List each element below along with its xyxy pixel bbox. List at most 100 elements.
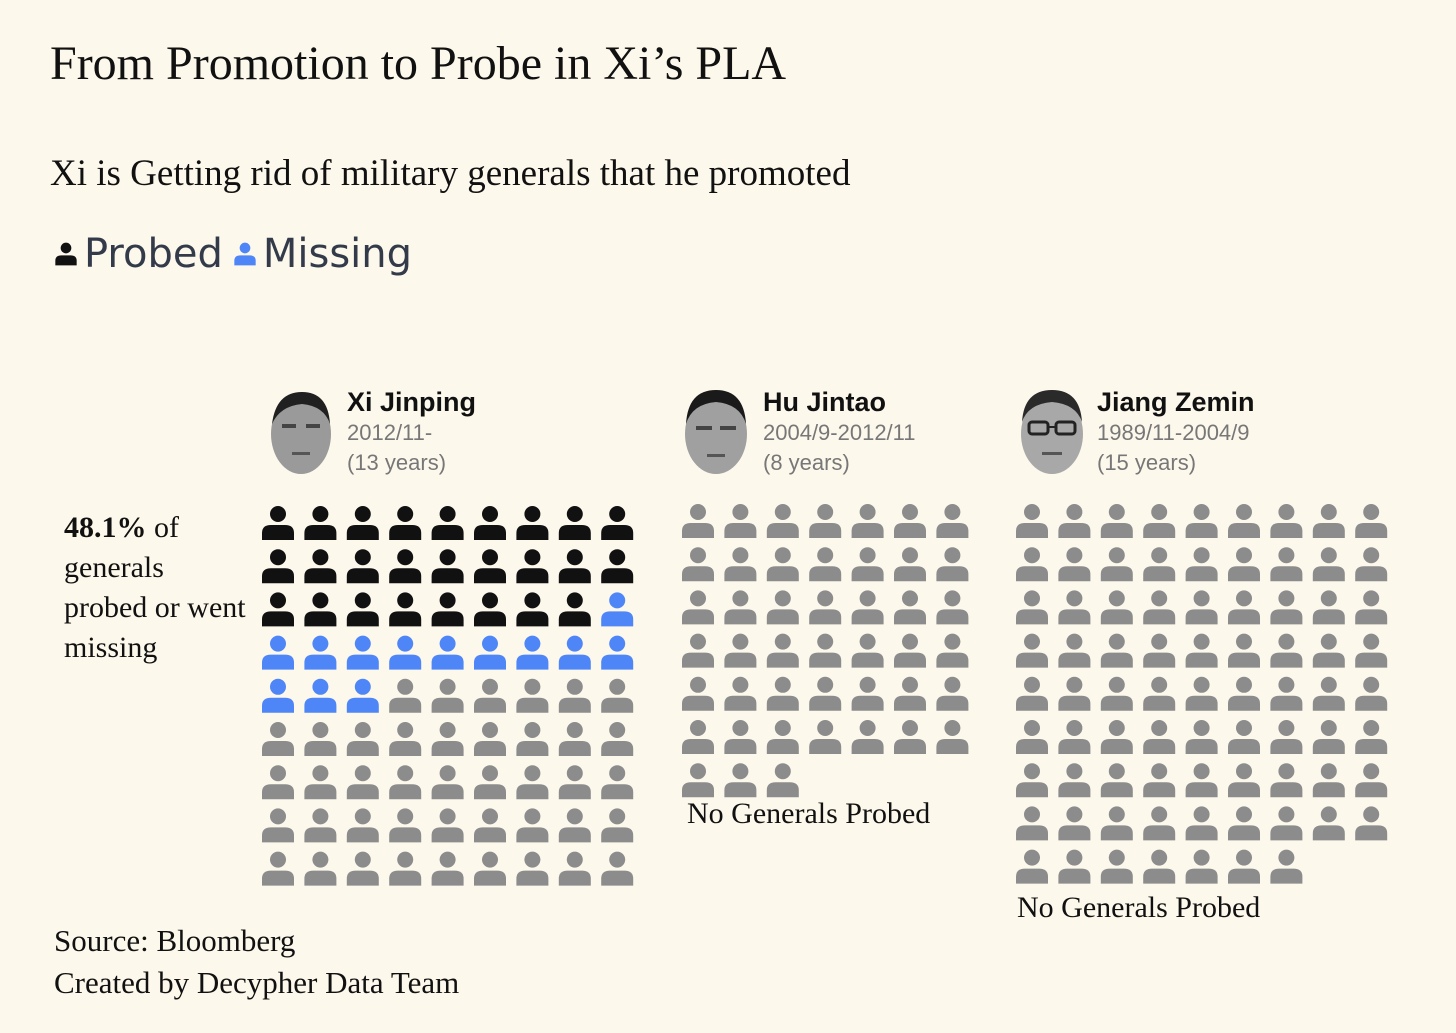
person-icon-probed: [516, 506, 549, 540]
portrait-jiang: [1016, 384, 1088, 476]
person-icon-other: [431, 808, 464, 843]
person-icon-other: [262, 851, 294, 886]
person-icon-other: [304, 765, 337, 800]
person-icon-other: [1058, 547, 1091, 582]
person-icon-other: [724, 547, 757, 582]
person-icon-other: [1270, 590, 1303, 625]
person-icon-other: [724, 590, 757, 625]
person-icon-other: [766, 676, 799, 711]
waffle-grid-jiang: [1014, 502, 1390, 886]
person-icon-other: [809, 676, 842, 711]
person-icon-other: [1185, 676, 1218, 711]
person-icon-other: [1228, 806, 1260, 841]
person-icon-other: [682, 633, 714, 668]
person-icon-other: [389, 678, 422, 713]
person-icon-other: [474, 851, 506, 886]
person-icon-probed: [558, 549, 591, 584]
person-icon-other: [516, 678, 549, 713]
person-icon-other: [1228, 590, 1260, 625]
person-icon-other: [262, 765, 294, 800]
person-icon-other: [1312, 676, 1345, 711]
person-icon-missing: [262, 678, 294, 713]
person-icon-probed: [262, 549, 294, 584]
person-icon-other: [1016, 720, 1048, 754]
person-icon-other: [682, 720, 714, 754]
person-icon-other: [1312, 633, 1345, 668]
person-icon-other: [766, 633, 799, 668]
person-icon-other: [1355, 633, 1388, 668]
person-icon-other: [1185, 849, 1218, 884]
person-icon-probed: [262, 592, 294, 627]
person-icon-other: [601, 851, 634, 886]
leader-period-hu: 2004/9-2012/11: [763, 420, 916, 445]
leader-text-jiang: Jiang Zemin 1989/11-2004/9 (15 years): [1097, 386, 1255, 478]
person-icon-other: [809, 633, 842, 668]
person-icon-other: [724, 633, 757, 668]
person-icon-probed: [601, 549, 634, 584]
person-icon-other: [1143, 547, 1176, 582]
person-icon-other: [431, 765, 464, 800]
person-icon-other: [1312, 547, 1345, 582]
person-icon-missing: [601, 635, 634, 670]
person-icon-missing: [304, 635, 337, 670]
person-icon-other: [1016, 590, 1048, 625]
person-icon-other: [1355, 720, 1388, 754]
waffle-svg: [262, 506, 634, 886]
person-icon-other: [1312, 590, 1345, 625]
leader-duration-hu: (8 years): [763, 450, 850, 475]
person-icon-other: [1312, 504, 1345, 538]
note-hu: No Generals Probed: [687, 797, 931, 830]
person-icon-missing: [234, 242, 256, 266]
person-icon-missing: [431, 635, 464, 670]
person-icon-other: [724, 504, 757, 538]
person-icon-other: [1100, 504, 1133, 538]
waffle-svg: [1016, 504, 1388, 884]
person-icon-probed: [389, 592, 422, 627]
person-icon-other: [1058, 590, 1091, 625]
person-icon-other: [851, 590, 884, 625]
chart-subtitle: Xi is Getting rid of military generals t…: [50, 153, 851, 194]
stat-value: 48.1%: [64, 511, 147, 544]
person-icon-other: [1185, 547, 1218, 582]
person-icon-other: [1270, 547, 1303, 582]
footer: Source: Bloomberg Created by Decypher Da…: [54, 920, 459, 1004]
person-icon-other: [601, 765, 634, 800]
person-icon-other: [1228, 720, 1260, 754]
person-icon-other: [766, 763, 799, 798]
person-icon-other: [1100, 547, 1133, 582]
person-icon-other: [894, 547, 926, 582]
leader-text-xi: Xi Jinping 2012/11- (13 years): [347, 386, 476, 478]
person-icon-probed: [346, 506, 379, 540]
person-icon-other: [1270, 676, 1303, 711]
person-icon-other: [851, 676, 884, 711]
waffle-grid-hu: [680, 502, 971, 800]
person-icon-other: [516, 851, 549, 886]
person-icon-other: [724, 720, 757, 754]
person-icon-other: [304, 808, 337, 843]
person-icon-other: [809, 720, 842, 754]
person-icon-other: [262, 722, 294, 756]
person-icon-other: [474, 722, 506, 756]
person-icon-probed: [55, 242, 77, 266]
person-icon-other: [1355, 806, 1388, 841]
person-icon-other: [1185, 633, 1218, 668]
person-icon-other: [936, 676, 969, 711]
person-icon-missing: [304, 678, 337, 713]
person-icon-missing: [389, 635, 422, 670]
leader-period-xi: 2012/11-: [347, 420, 433, 445]
credit-note: Created by Decypher Data Team: [54, 965, 460, 1000]
person-icon-other: [809, 590, 842, 625]
person-icon-other: [1228, 633, 1260, 668]
person-icon-other: [1100, 806, 1133, 841]
person-icon-other: [346, 765, 379, 800]
legend: Probed Missing: [54, 228, 412, 280]
person-icon-missing: [346, 635, 379, 670]
person-icon-probed: [601, 506, 634, 540]
person-icon-other: [682, 590, 714, 625]
person-icon-probed: [304, 506, 337, 540]
person-icon-other: [558, 765, 591, 800]
person-icon-other: [936, 547, 969, 582]
person-icon-other: [894, 676, 926, 711]
person-icon-probed: [304, 592, 337, 627]
stat-callout: 48.1% of generals probed or went missing: [64, 508, 254, 668]
